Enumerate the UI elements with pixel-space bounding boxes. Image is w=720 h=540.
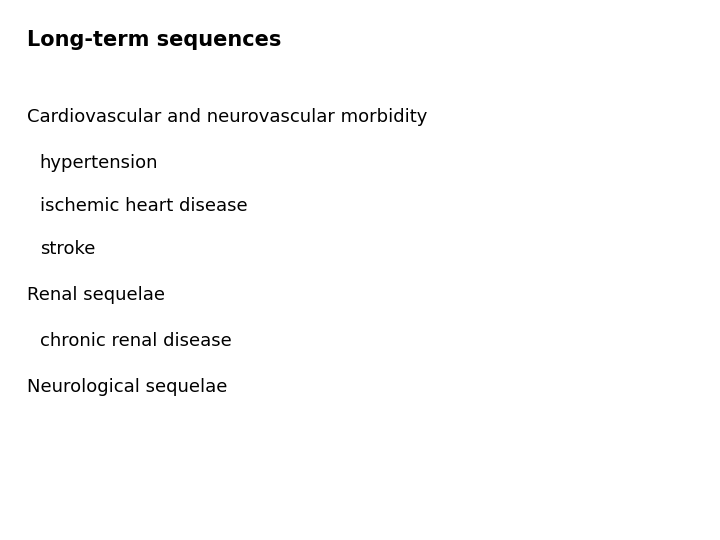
Text: Long-term sequences: Long-term sequences bbox=[27, 30, 282, 50]
Text: Cardiovascular and neurovascular morbidity: Cardiovascular and neurovascular morbidi… bbox=[27, 108, 428, 126]
Text: chronic renal disease: chronic renal disease bbox=[40, 332, 231, 350]
Text: ischemic heart disease: ischemic heart disease bbox=[40, 197, 247, 215]
Text: Renal sequelae: Renal sequelae bbox=[27, 286, 166, 304]
Text: Neurological sequelae: Neurological sequelae bbox=[27, 378, 228, 396]
Text: stroke: stroke bbox=[40, 240, 95, 258]
Text: hypertension: hypertension bbox=[40, 154, 158, 172]
